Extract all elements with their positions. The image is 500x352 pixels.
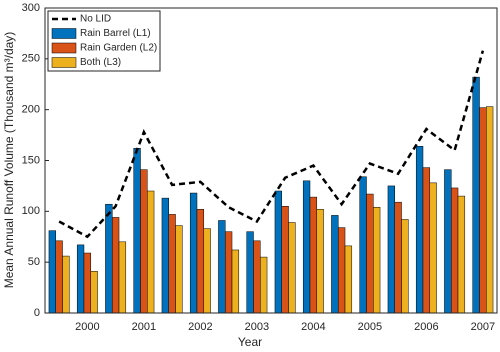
y-tick-label: 100	[22, 205, 40, 217]
bar	[359, 176, 367, 314]
bar	[337, 227, 346, 314]
bar	[161, 197, 169, 314]
bar	[253, 240, 261, 314]
x-tick-label: 2004	[301, 321, 325, 333]
bar	[90, 271, 98, 314]
legend-label: Rain Garden (L2)	[80, 43, 157, 54]
bar	[147, 190, 155, 314]
bar	[111, 217, 120, 314]
y-axis-label: Mean Annual Runoff Volume (Thousand m³/d…	[2, 32, 16, 289]
bar	[55, 240, 63, 314]
x-tick-label: 2002	[188, 321, 212, 333]
bar	[422, 167, 431, 314]
bar	[203, 228, 211, 314]
bar	[175, 225, 183, 314]
bar	[344, 245, 353, 314]
bar	[302, 180, 311, 314]
y-tick-label: 200	[22, 104, 40, 116]
x-tick-label: 2001	[132, 321, 156, 333]
bar	[450, 187, 459, 314]
legend-symbol	[51, 42, 77, 54]
bar	[83, 252, 92, 314]
bar	[457, 195, 466, 314]
bar	[246, 231, 254, 314]
bar	[140, 169, 148, 314]
x-axis-label: Year	[238, 335, 262, 349]
x-tick-label: 2003	[245, 321, 269, 333]
x-tick-label: 2006	[414, 321, 438, 333]
bar	[274, 190, 282, 314]
bar	[62, 255, 70, 314]
bar	[309, 196, 318, 314]
legend-label: Rain Barrel (L1)	[80, 28, 151, 39]
x-tick-label: 2005	[358, 321, 382, 333]
bar	[189, 192, 198, 314]
bar	[387, 185, 395, 314]
bar	[76, 244, 85, 314]
bar	[316, 209, 324, 314]
y-tick-label: 250	[22, 53, 40, 65]
bar	[288, 222, 296, 314]
bar	[118, 241, 127, 314]
y-tick-label: 0	[34, 307, 40, 319]
bar	[281, 206, 289, 314]
y-tick-label: 150	[22, 154, 40, 166]
bar	[486, 106, 494, 314]
bar	[415, 146, 424, 314]
bar	[260, 256, 268, 314]
bar	[231, 249, 240, 314]
bar	[401, 219, 409, 314]
bar	[331, 215, 339, 314]
bar	[479, 107, 487, 314]
bar	[429, 182, 437, 314]
bar	[133, 148, 141, 314]
bar	[218, 220, 226, 314]
legend-label: Both (L3)	[80, 57, 121, 68]
bar	[366, 193, 374, 314]
bar	[472, 76, 480, 314]
y-tick-label: 300	[22, 2, 40, 14]
legend-symbol	[51, 57, 77, 68]
bar	[224, 231, 233, 314]
line-series	[58, 50, 485, 239]
legend-symbol	[51, 28, 77, 39]
legend: No LID Rain Barrel (L1) Rain Garden (L2) Bo…	[47, 10, 161, 72]
bar	[48, 230, 56, 314]
bar	[105, 203, 113, 314]
x-tick-label: 2007	[471, 321, 495, 333]
x-tick-label: 2000	[75, 321, 99, 333]
bar	[444, 169, 452, 314]
bar	[394, 201, 402, 314]
y-tick-label: 50	[28, 256, 40, 268]
legend-label: No LID	[80, 14, 111, 25]
plot-frame	[44, 7, 498, 314]
bar	[196, 209, 205, 314]
bar	[168, 214, 176, 314]
bar	[373, 207, 381, 314]
